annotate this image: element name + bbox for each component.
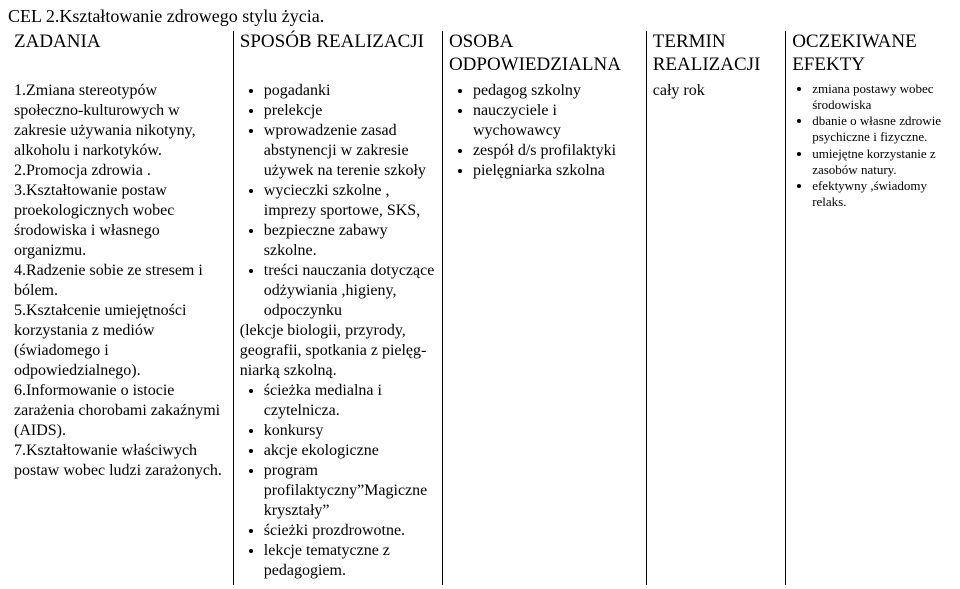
method-item: treści nauczania dotyczące odżywiania ,h… <box>264 261 436 321</box>
col-header-termin: TERMIN REALIZACJI <box>646 31 785 79</box>
method-item: wprowadzenie zasad abstynencji w zakresi… <box>264 121 436 181</box>
method-item: prelekcje <box>264 101 436 121</box>
cell-efekty: zmiana postawy wobec środowiska dbanie o… <box>786 79 952 585</box>
method-item: bezpieczne zabawy szkolne. <box>264 221 436 261</box>
cell-osoba: pedagog szkolny nauczyciele i wychowawcy… <box>442 79 646 585</box>
col-header-sposob: SPOSÓB REALIZACJI <box>233 31 442 79</box>
task-item: 4.Radzenie sobie ze stresem i bólem. <box>14 261 227 301</box>
col-header-zadania: ZADANIA <box>8 31 233 79</box>
effect-item: efektywny ,świadomy relaks. <box>812 178 946 211</box>
method-item: lekcje tematyczne z pedagogiem. <box>264 541 436 581</box>
method-item: ścieżki prozdrowotne. <box>264 521 436 541</box>
effect-item: dbanie o własne zdrowie psychiczne i fiz… <box>812 113 946 146</box>
task-item: 1.Zmiana stereotypów społeczno-kulturowy… <box>14 81 227 161</box>
cell-termin: cały rok <box>646 79 785 585</box>
task-item: 6.Informowanie o istocie zarażenia choro… <box>14 381 227 441</box>
page-title: CEL 2.Kształtowanie zdrowego stylu życia… <box>8 4 952 31</box>
task-item: 3.Kształtowanie postaw proekologicznych … <box>14 181 227 261</box>
effects-list: zmiana postawy wobec środowiska dbanie o… <box>792 81 946 211</box>
method-item: wycieczki szkolne , imprezy sportowe, SK… <box>264 181 436 221</box>
col-header-osoba: OSOBA ODPOWIEDZIALNA <box>442 31 646 79</box>
cell-sposob: pogadanki prelekcje wprowadzenie zasad a… <box>233 79 442 585</box>
method-item: konkursy <box>264 421 436 441</box>
method-item: akcje ekologiczne <box>264 441 436 461</box>
responsible-item: pielęgniarka szkolna <box>473 161 640 181</box>
task-item: 7.Kształtowanie właściwych postaw wobec … <box>14 441 227 481</box>
responsible-item: zespół d/s profilaktyki <box>473 141 640 161</box>
effect-item: umiejętne korzystanie z zasobów natury. <box>812 146 946 179</box>
table-body-row: 1.Zmiana stereotypów społeczno-kulturowy… <box>8 79 952 585</box>
plan-table: ZADANIA SPOSÓB REALIZACJI OSOBA ODPOWIED… <box>8 31 952 585</box>
responsible-item: pedagog szkolny <box>473 81 640 101</box>
effect-item: zmiana postawy wobec środowiska <box>812 81 946 114</box>
table-header-row: ZADANIA SPOSÓB REALIZACJI OSOBA ODPOWIED… <box>8 31 952 79</box>
cell-zadania: 1.Zmiana stereotypów społeczno-kulturowy… <box>8 79 233 585</box>
responsible-item: nauczyciele i wychowawcy <box>473 101 640 141</box>
methods-list-2: ścieżka medialna i czytelnicza. konkursy… <box>240 381 436 581</box>
method-item: ścieżka medialna i czytelnicza. <box>264 381 436 421</box>
task-item: 2.Promocja zdrowia . <box>14 161 227 181</box>
task-item: 5.Kształcenie umiejętności korzystania z… <box>14 301 227 381</box>
method-item: program profilaktyczny”Magiczne kryształ… <box>264 461 436 521</box>
col-header-efekty: OCZEKIWANE EFEKTY <box>786 31 952 79</box>
methods-extra-text: (lekcje biologii, przyrody, geografii, s… <box>240 321 436 381</box>
responsible-list: pedagog szkolny nauczyciele i wychowawcy… <box>449 81 640 181</box>
method-item: pogadanki <box>264 81 436 101</box>
methods-list: pogadanki prelekcje wprowadzenie zasad a… <box>240 81 436 321</box>
